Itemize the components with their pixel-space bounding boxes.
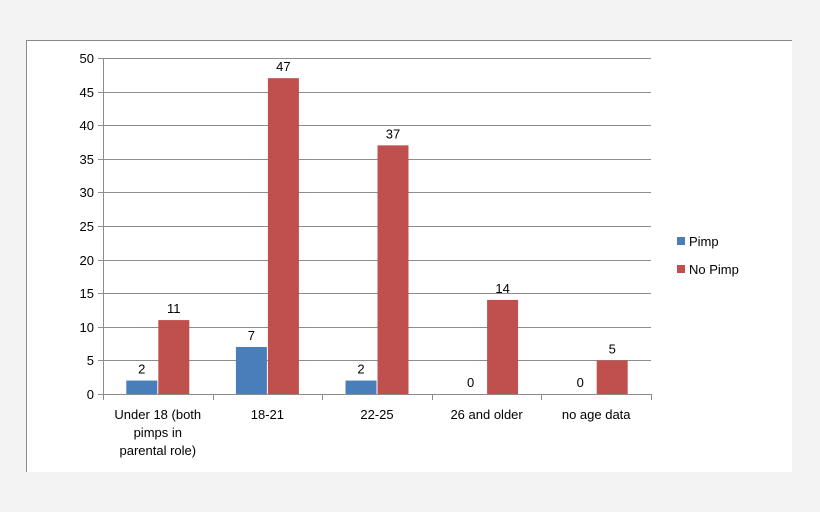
legend-label: Pimp	[689, 234, 719, 249]
x-tick-label: 26 and older	[450, 407, 523, 422]
y-tick-label: 0	[87, 387, 94, 402]
legend-swatch-no-pimp	[677, 265, 685, 273]
data-label: 0	[467, 375, 474, 390]
bar-pimp-0	[126, 380, 158, 394]
gridlines	[103, 58, 651, 361]
data-label: 11	[167, 301, 181, 316]
data-label: 7	[248, 328, 255, 343]
x-tick-labels: Under 18 (both pimps in parental role) 18-2…	[114, 407, 631, 458]
legend-swatch-pimp	[677, 237, 685, 245]
legend-label: No Pimp	[689, 262, 739, 277]
data-labels: 2 11 7 47 2 37 0 14 0 5	[138, 59, 616, 390]
data-label: 37	[386, 126, 400, 141]
y-tick-label: 30	[80, 185, 94, 200]
y-tick-label: 10	[80, 320, 94, 335]
y-tick-label: 15	[80, 286, 94, 301]
data-label: 2	[357, 362, 364, 377]
data-label: 2	[138, 362, 145, 377]
y-tick-label: 40	[80, 118, 94, 133]
data-label: 47	[276, 59, 290, 74]
bar-no-pimp-4	[596, 360, 628, 394]
x-tick-label: pimps in	[134, 425, 182, 440]
x-tick-label: 22-25	[360, 407, 393, 422]
data-label: 0	[577, 375, 584, 390]
x-tick-label: Under 18 (both	[114, 407, 201, 422]
x-tick-label: parental role)	[119, 443, 196, 458]
chart-area	[26, 40, 792, 472]
y-tick-label: 50	[80, 51, 94, 66]
bar-no-pimp-1	[267, 78, 299, 394]
bar-no-pimp-0	[158, 320, 190, 394]
bar-pimp-1	[235, 346, 267, 394]
bar-no-pimp-3	[487, 299, 519, 394]
y-tick-label: 25	[80, 219, 94, 234]
y-tick-label: 20	[80, 253, 94, 268]
axes	[98, 58, 652, 400]
y-tick-label: 5	[87, 353, 94, 368]
bar-pimp-2	[345, 380, 377, 394]
data-label: 14	[495, 281, 509, 296]
y-tick-labels: 0 5 10 15 20 25 30 35 40 45 50	[80, 51, 94, 402]
bars	[126, 78, 628, 394]
bar-no-pimp-2	[377, 145, 409, 394]
legend: Pimp No Pimp	[677, 234, 739, 277]
data-label: 5	[609, 341, 616, 356]
x-tick-label: 18-21	[251, 407, 284, 422]
y-tick-label: 35	[80, 152, 94, 167]
x-tick-label: no age data	[562, 407, 631, 422]
y-tick-label: 45	[80, 85, 94, 100]
